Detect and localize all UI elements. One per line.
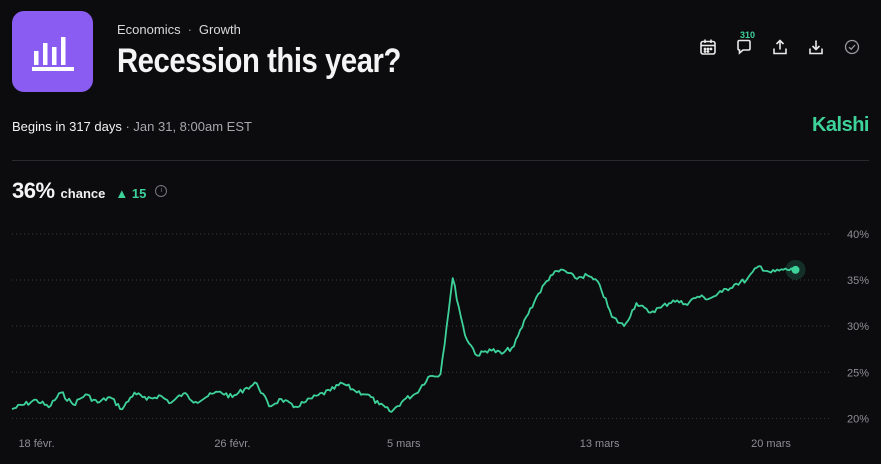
check-circle-icon [844,39,860,55]
series-line [11,265,796,413]
y-tick-label: 30% [847,321,869,333]
market-timing: Begins in 317 days · Jan 31, 8:00am EST [12,119,252,134]
x-tick-label: 26 févr. [214,438,250,450]
x-tick-label: 13 mars [580,438,620,450]
share-button[interactable] [771,38,789,56]
y-axis: 40% 35% 30% 25% 20% [847,229,869,426]
breadcrumb-separator: · [187,22,192,37]
download-button[interactable] [807,38,825,56]
begins-date: Jan 31, 8:00am EST [133,119,252,134]
grid-lines [12,233,830,419]
divider [12,160,869,161]
last-point[interactable] [791,265,800,274]
breadcrumb: Economics · Growth [117,22,241,37]
share-icon [773,39,787,55]
x-tick-label: 18 févr. [18,438,54,450]
calendar-icon [700,39,716,55]
bar-chart-icon [31,36,74,71]
chance-delta: ▲ 15 [115,186,146,201]
chance-label: chance [60,186,106,201]
y-tick-label: 25% [847,367,869,379]
chance-summary: 36% chance ▲ 15 i [12,178,168,204]
download-icon [809,40,823,55]
y-tick-label: 20% [847,413,869,425]
page-title: Recession this year? [117,42,401,80]
y-tick-label: 40% [847,229,869,241]
x-tick-label: 20 mars [751,438,791,450]
follow-button[interactable] [843,38,861,56]
market-logo [12,11,93,92]
comment-icon [737,39,751,55]
x-axis: 18 févr. 26 févr. 5 mars 13 mars 20 mars [18,438,791,450]
begins-text: Begins in 317 days [12,119,122,134]
calendar-button[interactable] [699,38,717,56]
chance-value: 36% [12,178,55,203]
chance-delta-value: 15 [131,186,147,201]
info-icon[interactable]: i [155,185,168,197]
breadcrumb-subcategory[interactable]: Growth [198,22,241,37]
comments-button[interactable]: 310 [735,30,755,56]
y-tick-label: 35% [847,275,869,287]
x-tick-label: 5 mars [387,438,421,450]
comment-count: 310 [740,30,756,40]
up-arrow-icon: ▲ [115,186,129,201]
breadcrumb-category[interactable]: Economics [117,22,181,37]
action-bar: 310 [699,30,861,56]
kalshi-logo[interactable]: Kalshi [811,114,870,136]
series-layer [11,259,806,413]
